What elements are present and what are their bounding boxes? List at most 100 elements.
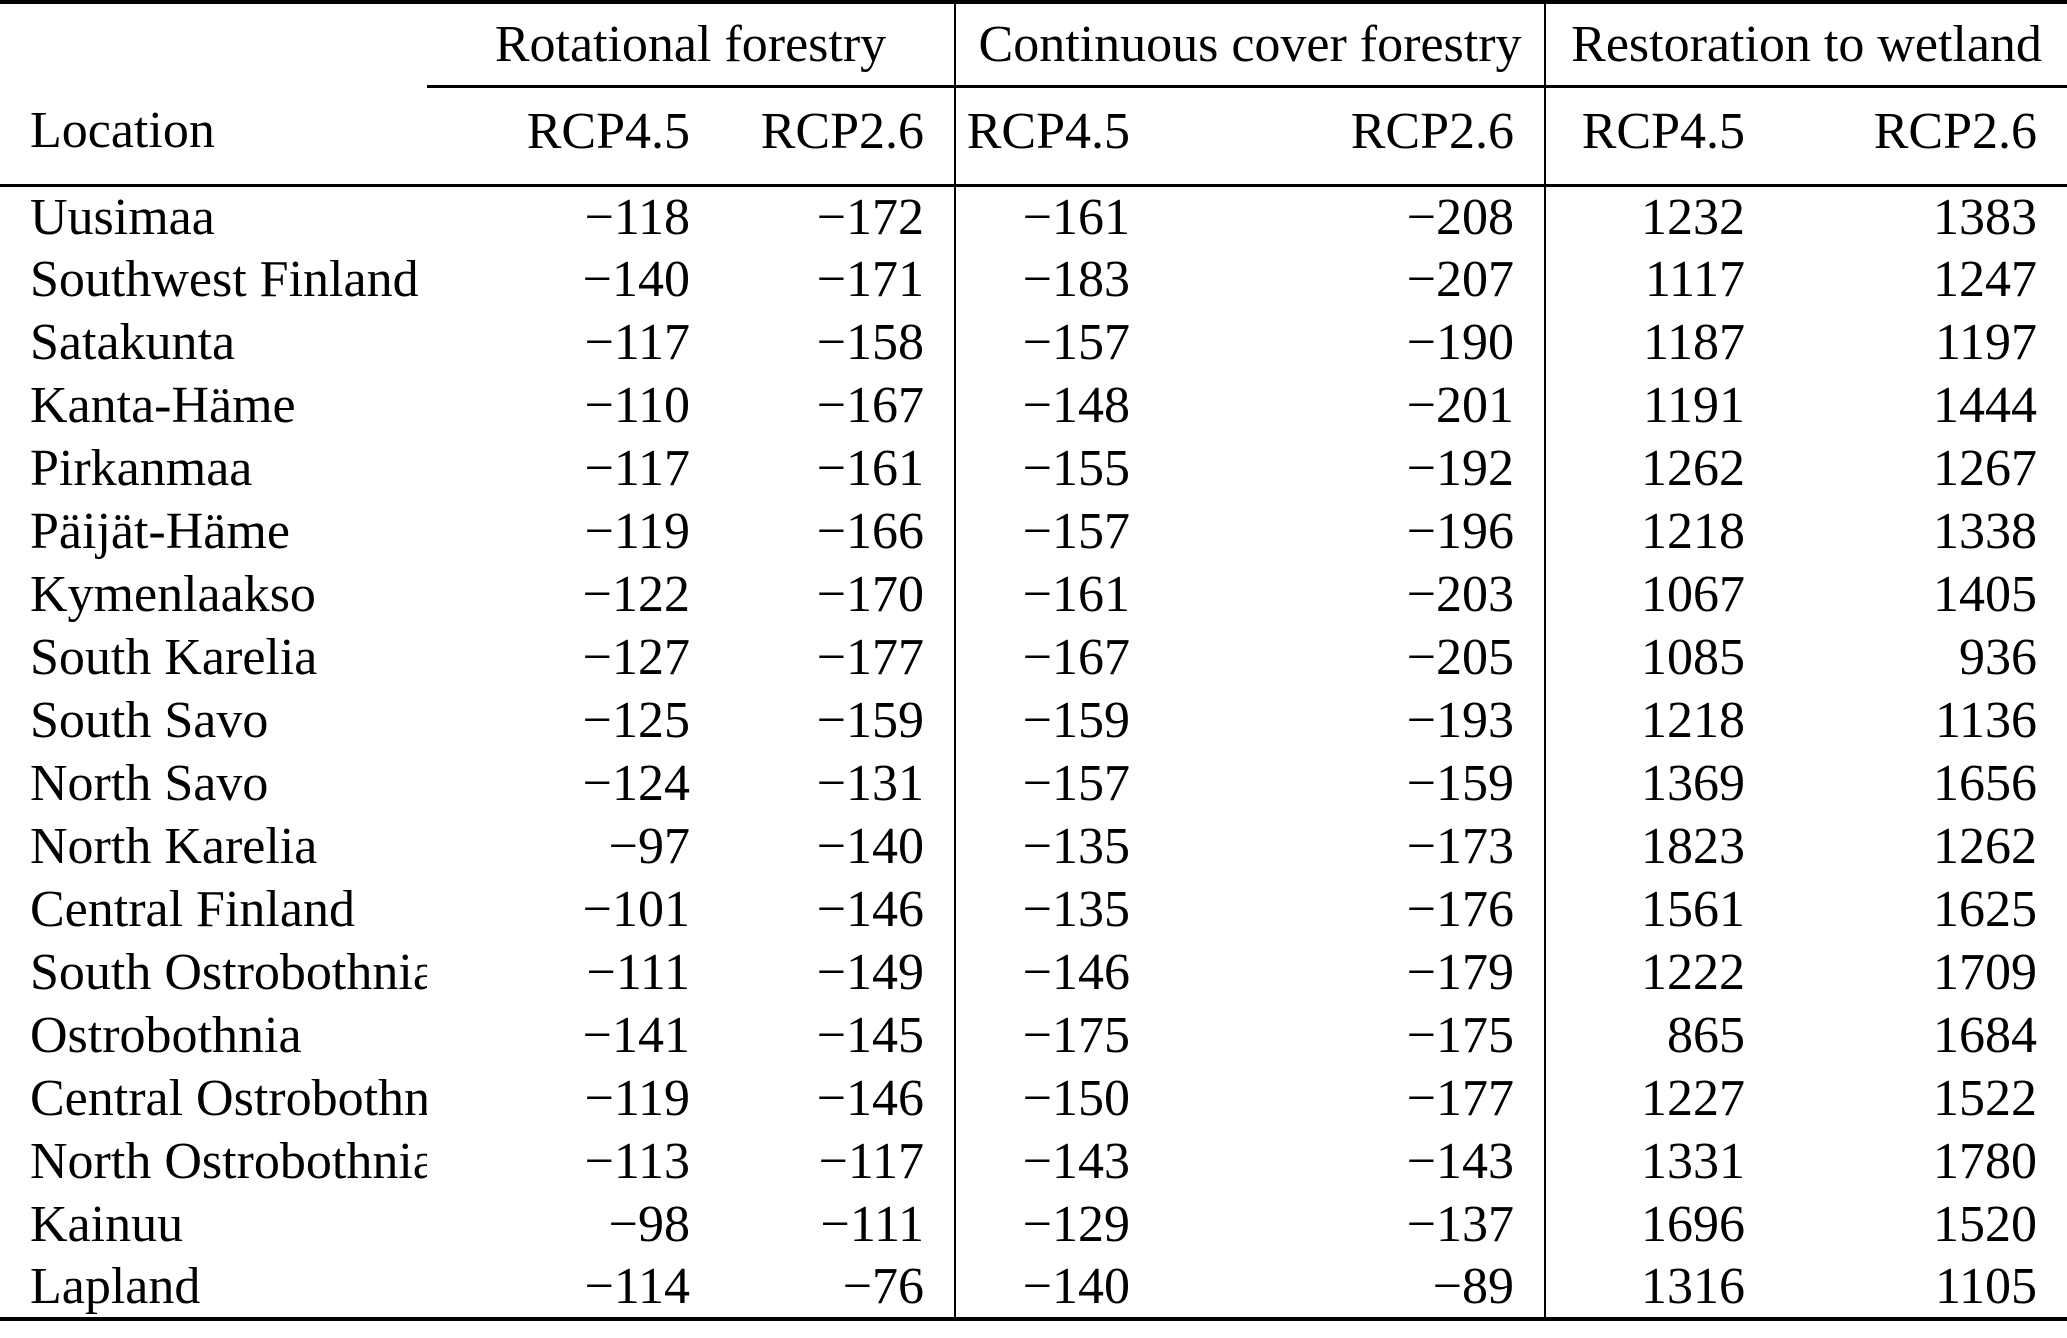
location-cell: South Karelia (30, 629, 318, 686)
value-cell-rf-rcp45: −97 (608, 818, 690, 875)
value-cell-ccf-rcp26: −173 (1406, 818, 1515, 875)
value-cell-rw-rcp45: 1117 (1544, 248, 1776, 311)
value-cell-rw-rcp45: 865 (1544, 1004, 1776, 1067)
value-cell-rw-rcp45: 1085 (1544, 626, 1776, 689)
value-cell-rf-rcp45: −110 (584, 377, 690, 434)
value-cell-ccf-rcp45: −140 (954, 1256, 1161, 1319)
value-cell-ccf-rcp45: −135 (954, 815, 1161, 878)
value-cell-rf-rcp26: −117 (818, 1133, 925, 1190)
table-row: Uusimaa −118 −172 −161 −208 1232 1383 (0, 185, 2067, 248)
value-cell-ccf-rcp26: −193 (1406, 692, 1515, 749)
location-cell: Satakunta (30, 314, 236, 371)
value-cell-rw-rcp26: 1197 (1934, 314, 2038, 371)
value-cell-rf-rcp45: −122 (582, 566, 690, 623)
value-cell-rf-rcp26: −161 (816, 440, 925, 497)
value-cell-rf-rcp26: −158 (816, 314, 925, 371)
scenario-header-rf-rcp45: RCP4.5 (427, 86, 720, 187)
value-cell-ccf-rcp45: −161 (954, 563, 1161, 626)
table-row: South Ostrobothnia −111 −149 −146 −179 1… (0, 941, 2067, 1004)
value-cell-ccf-rcp45: −161 (954, 185, 1161, 248)
value-cell-ccf-rcp26: −179 (1406, 944, 1515, 1001)
group-header-spacer (0, 2, 427, 86)
value-cell-rf-rcp45: −119 (584, 503, 690, 560)
value-cell-ccf-rcp45: −157 (954, 311, 1161, 374)
value-cell-rw-rcp26: 1780 (1933, 1133, 2038, 1190)
value-cell-rf-rcp26: −166 (816, 503, 925, 560)
table-row: North Savo −124 −131 −157 −159 1369 1656 (0, 752, 2067, 815)
value-cell-rf-rcp26: −140 (816, 818, 925, 875)
value-cell-ccf-rcp26: −207 (1406, 251, 1515, 308)
scenario-header-rw-rcp26: RCP2.6 (1775, 86, 2067, 187)
value-cell-rw-rcp45: 1067 (1544, 563, 1776, 626)
location-cell: Lapland (30, 1258, 201, 1315)
location-cell: Ostrobothnia (30, 1007, 302, 1064)
location-cell: Kainuu (30, 1196, 184, 1253)
value-cell-rw-rcp45: 1696 (1544, 1193, 1776, 1256)
value-cell-rw-rcp26: 1262 (1933, 818, 2038, 875)
value-cell-rf-rcp45: −117 (584, 314, 690, 371)
value-cell-rf-rcp45: −117 (584, 440, 690, 497)
table-row: Central Finland −101 −146 −135 −176 1561… (0, 878, 2067, 941)
value-cell-rf-rcp26: −167 (816, 377, 925, 434)
value-cell-rw-rcp45: 1823 (1544, 815, 1776, 878)
value-cell-ccf-rcp45: −143 (954, 1130, 1161, 1193)
value-cell-ccf-rcp45: −157 (954, 752, 1161, 815)
value-cell-rw-rcp26: 1709 (1933, 944, 2038, 1001)
value-cell-rf-rcp26: −177 (816, 629, 925, 686)
value-cell-ccf-rcp26: −201 (1406, 377, 1515, 434)
scenario-header-rw-rcp45: RCP4.5 (1544, 86, 1776, 187)
value-cell-ccf-rcp26: −175 (1406, 1007, 1515, 1064)
value-cell-rf-rcp45: −113 (584, 1133, 690, 1190)
value-cell-rf-rcp45: −98 (608, 1196, 690, 1253)
group-header-continuous-cover-forestry: Continuous cover forestry (954, 2, 1546, 88)
value-cell-ccf-rcp45: −157 (954, 500, 1161, 563)
value-cell-rw-rcp26: 936 (1959, 629, 2038, 686)
value-cell-rw-rcp45: 1316 (1544, 1256, 1776, 1319)
value-cell-ccf-rcp26: −143 (1406, 1133, 1515, 1190)
value-cell-rw-rcp26: 1105 (1934, 1258, 2038, 1315)
value-cell-rf-rcp26: −172 (816, 188, 925, 246)
value-cell-ccf-rcp26: −208 (1406, 188, 1515, 246)
scenario-header-ccf-rcp45: RCP4.5 (954, 86, 1161, 187)
value-cell-rw-rcp26: 1405 (1933, 566, 2038, 623)
table-body: Uusimaa −118 −172 −161 −208 1232 1383 So… (0, 185, 2067, 1319)
value-cell-rw-rcp26: 1520 (1933, 1196, 2038, 1253)
value-cell-rf-rcp26: −76 (842, 1258, 925, 1315)
value-cell-rf-rcp26: −111 (820, 1196, 925, 1253)
value-cell-rf-rcp26: −170 (816, 566, 925, 623)
value-cell-rw-rcp45: 1369 (1544, 752, 1776, 815)
value-cell-ccf-rcp45: −148 (954, 374, 1161, 437)
value-cell-ccf-rcp26: −177 (1406, 1070, 1515, 1127)
table-row: Central Ostrobothnia −119 −146 −150 −177… (0, 1067, 2067, 1130)
table-row: South Savo −125 −159 −159 −193 1218 1136 (0, 689, 2067, 752)
table-row: Kymenlaakso −122 −170 −161 −203 1067 140… (0, 563, 2067, 626)
value-cell-ccf-rcp26: −190 (1406, 314, 1515, 371)
location-cell: North Karelia (30, 818, 318, 875)
value-cell-ccf-rcp45: −135 (954, 878, 1161, 941)
value-cell-rf-rcp26: −171 (816, 251, 925, 308)
value-cell-ccf-rcp45: −159 (954, 689, 1161, 752)
value-cell-rf-rcp45: −124 (582, 755, 690, 812)
value-cell-rw-rcp45: 1187 (1544, 311, 1776, 374)
value-cell-ccf-rcp45: −167 (954, 626, 1161, 689)
value-cell-ccf-rcp45: −183 (954, 248, 1161, 311)
value-cell-rw-rcp45: 1232 (1544, 185, 1776, 248)
group-header-rotational-forestry: Rotational forestry (427, 2, 956, 88)
location-header: Location (0, 86, 427, 187)
value-cell-rw-rcp26: 1444 (1933, 377, 2038, 434)
value-cell-rf-rcp26: −146 (816, 1070, 925, 1127)
value-cell-rw-rcp26: 1656 (1933, 755, 2038, 812)
value-cell-ccf-rcp26: −196 (1406, 503, 1515, 560)
location-cell: Pirkanmaa (30, 440, 253, 497)
value-cell-ccf-rcp45: −175 (954, 1004, 1161, 1067)
value-cell-rw-rcp45: 1227 (1544, 1067, 1776, 1130)
value-cell-ccf-rcp26: −89 (1432, 1258, 1515, 1315)
value-cell-rf-rcp26: −145 (816, 1007, 925, 1064)
scenario-header-rf-rcp26: RCP2.6 (720, 86, 956, 187)
value-cell-rf-rcp45: −140 (582, 251, 690, 308)
table-row: Ostrobothnia −141 −145 −175 −175 865 168… (0, 1004, 2067, 1067)
value-cell-rf-rcp26: −131 (816, 755, 925, 812)
location-cell: Kymenlaakso (30, 566, 316, 623)
value-cell-rw-rcp26: 1383 (1933, 188, 2038, 246)
